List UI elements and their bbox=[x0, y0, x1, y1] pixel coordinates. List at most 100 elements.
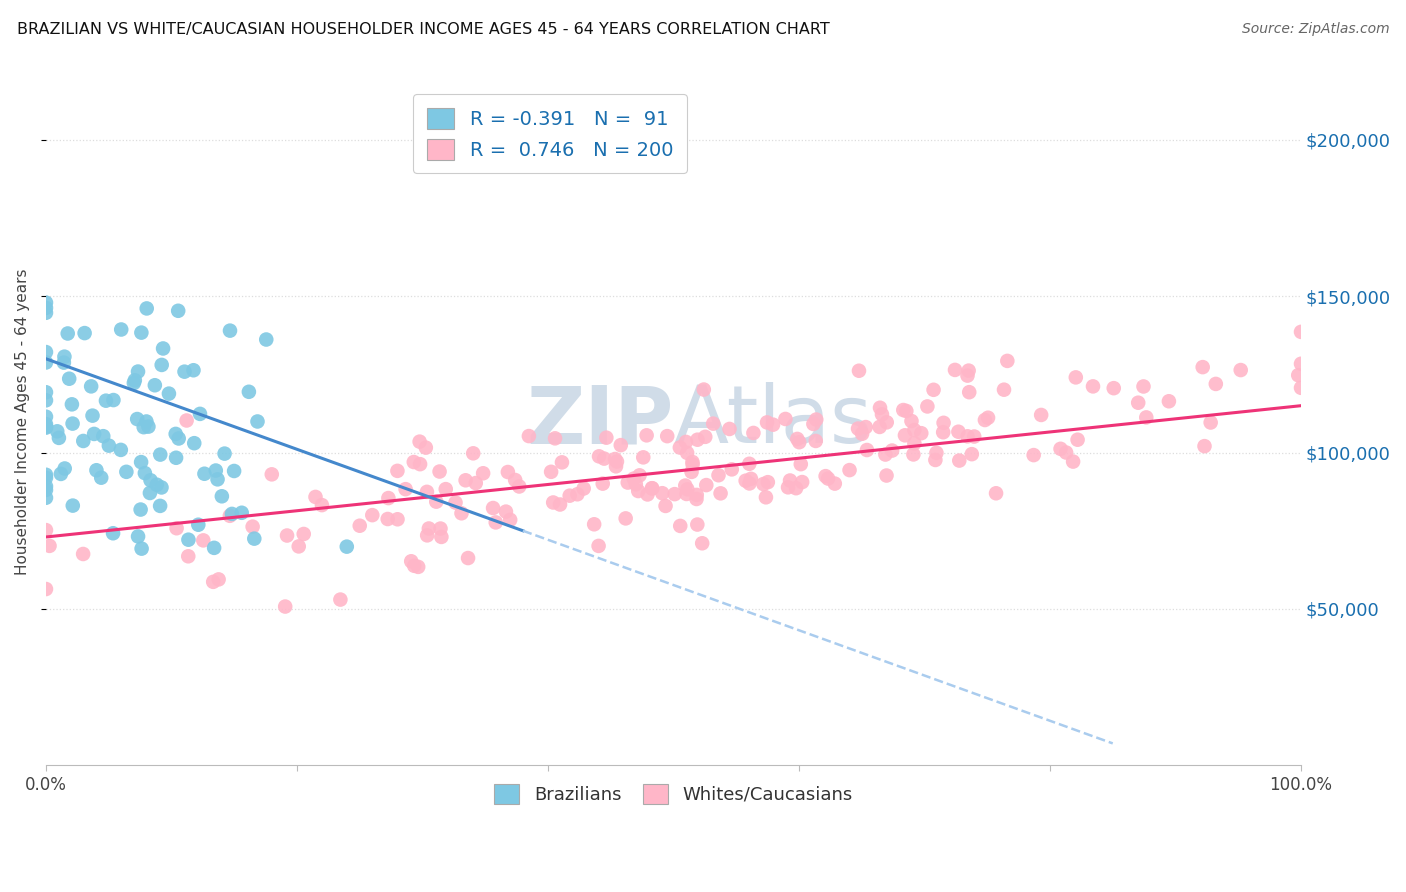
Point bbox=[429, 522, 451, 536]
Point bbox=[605, 459, 627, 474]
Point bbox=[803, 417, 825, 431]
Point bbox=[444, 495, 467, 509]
Point bbox=[91, 429, 114, 443]
Point bbox=[336, 540, 359, 554]
Point bbox=[193, 467, 215, 481]
Point bbox=[214, 447, 236, 461]
Point bbox=[90, 471, 112, 485]
Point bbox=[508, 479, 530, 493]
Point bbox=[637, 487, 659, 501]
Point bbox=[846, 421, 869, 435]
Point bbox=[207, 573, 229, 587]
Point bbox=[903, 423, 925, 437]
Point bbox=[56, 326, 79, 341]
Point bbox=[204, 464, 226, 478]
Point bbox=[35, 491, 58, 505]
Point bbox=[776, 480, 799, 494]
Point bbox=[463, 446, 485, 460]
Point bbox=[211, 489, 233, 503]
Point bbox=[127, 365, 149, 379]
Point bbox=[38, 539, 60, 553]
Point bbox=[540, 465, 562, 479]
Point bbox=[404, 558, 426, 573]
Point bbox=[870, 407, 893, 421]
Point bbox=[792, 475, 814, 489]
Point bbox=[960, 447, 983, 461]
Point bbox=[1199, 416, 1222, 430]
Point bbox=[183, 436, 205, 450]
Point bbox=[551, 455, 574, 469]
Point bbox=[188, 407, 211, 421]
Point bbox=[329, 592, 352, 607]
Point bbox=[482, 501, 505, 516]
Text: BRAZILIAN VS WHITE/CAUCASIAN HOUSEHOLDER INCOME AGES 45 - 64 YEARS CORRELATION C: BRAZILIAN VS WHITE/CAUCASIAN HOUSEHOLDER… bbox=[17, 22, 830, 37]
Point bbox=[544, 431, 567, 445]
Point bbox=[361, 508, 384, 523]
Point bbox=[882, 443, 904, 458]
Point bbox=[922, 383, 945, 397]
Point bbox=[103, 392, 125, 407]
Point bbox=[53, 350, 76, 364]
Point bbox=[624, 477, 647, 491]
Point bbox=[177, 533, 200, 547]
Point bbox=[695, 478, 717, 492]
Point bbox=[676, 483, 699, 497]
Point bbox=[541, 495, 564, 509]
Point bbox=[738, 457, 761, 471]
Point bbox=[654, 499, 676, 513]
Point bbox=[304, 490, 326, 504]
Point bbox=[183, 363, 205, 377]
Point bbox=[896, 404, 918, 418]
Point bbox=[824, 476, 846, 491]
Point bbox=[592, 476, 614, 491]
Point bbox=[614, 511, 637, 525]
Point bbox=[35, 409, 58, 424]
Point bbox=[814, 469, 837, 483]
Point bbox=[35, 295, 58, 310]
Point bbox=[35, 419, 58, 434]
Point bbox=[681, 455, 703, 469]
Point bbox=[139, 486, 162, 500]
Point bbox=[1128, 395, 1150, 409]
Point bbox=[485, 516, 508, 530]
Point bbox=[779, 474, 801, 488]
Point bbox=[135, 301, 157, 316]
Point bbox=[1062, 454, 1084, 468]
Point bbox=[752, 477, 775, 491]
Point bbox=[202, 541, 225, 555]
Point bbox=[35, 483, 58, 497]
Point bbox=[150, 480, 173, 494]
Point bbox=[686, 488, 709, 502]
Point bbox=[165, 450, 187, 465]
Point bbox=[48, 431, 70, 445]
Point bbox=[1135, 410, 1157, 425]
Point bbox=[848, 364, 870, 378]
Point bbox=[610, 438, 633, 452]
Point bbox=[35, 301, 58, 315]
Point bbox=[35, 471, 58, 485]
Point bbox=[664, 487, 686, 501]
Point bbox=[707, 468, 730, 483]
Point bbox=[894, 428, 917, 442]
Point bbox=[58, 372, 80, 386]
Point bbox=[583, 517, 606, 532]
Text: Atlas: Atlas bbox=[673, 383, 872, 460]
Point bbox=[709, 486, 731, 500]
Point bbox=[129, 455, 152, 469]
Point bbox=[246, 415, 269, 429]
Point bbox=[131, 541, 153, 556]
Point bbox=[917, 400, 939, 414]
Point bbox=[495, 505, 517, 519]
Point bbox=[1066, 433, 1088, 447]
Point bbox=[977, 410, 1000, 425]
Point bbox=[963, 429, 986, 443]
Point bbox=[851, 426, 873, 441]
Point bbox=[406, 560, 429, 574]
Point bbox=[804, 434, 827, 448]
Point bbox=[454, 473, 477, 487]
Point bbox=[720, 462, 742, 476]
Point bbox=[572, 482, 595, 496]
Point bbox=[418, 521, 440, 535]
Point bbox=[292, 527, 315, 541]
Point bbox=[377, 491, 399, 505]
